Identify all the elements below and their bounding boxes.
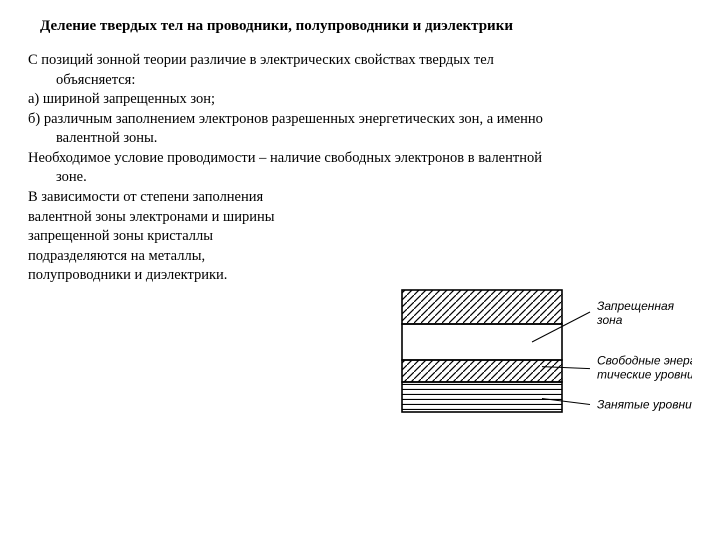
intro-line-2: объясняется: [28,71,692,91]
band-diagram: Запрещеннаязона Свободные энерге-тические… [372,260,692,470]
tail-3: запрещенной зоны кристаллы [28,227,368,247]
svg-text:зона: зона [596,313,623,327]
item-b-line-1: б) различным заполнением электронов разр… [28,110,692,130]
item-b-line-2: валентной зоны. [28,129,692,149]
body-text: С позиций зонной теории различие в элект… [28,51,692,286]
tail-2: валентной зоны электронами и ширины [28,208,368,228]
intro-line-1: С позиций зонной теории различие в элект… [28,51,692,71]
svg-text:тические уровни: тические уровни [597,368,692,382]
svg-text:Свободные энерге-: Свободные энерге- [597,354,692,368]
svg-text:Запрещенная: Запрещенная [597,299,675,313]
svg-text:Занятые уровни: Занятые уровни [597,398,692,412]
tail-4: подразделяются на металлы, [28,247,368,267]
tail-1: В зависимости от степени заполнения [28,188,368,208]
tail-5: полупроводники и диэлектрики. [28,266,368,286]
cond-line-2: зоне. [28,168,692,188]
page-title: Деление твердых тел на проводники, полуп… [40,18,692,35]
cond-line-1: Необходимое условие проводимости – налич… [28,149,692,169]
item-a: а) шириной запрещенных зон; [28,90,692,110]
